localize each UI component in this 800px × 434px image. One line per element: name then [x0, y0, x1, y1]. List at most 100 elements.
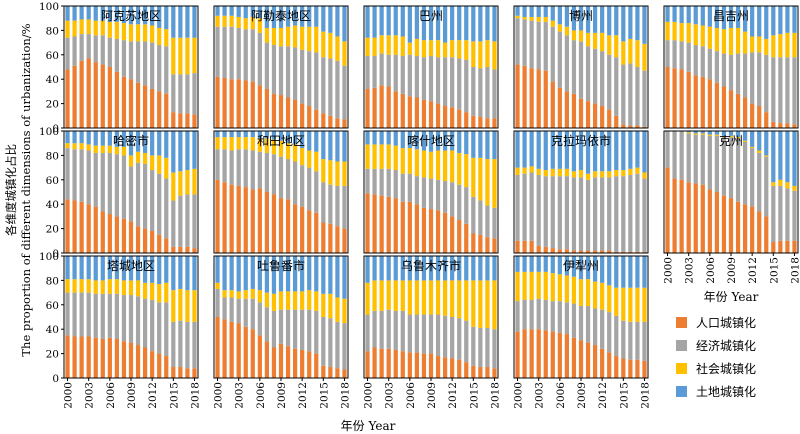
- bar-segment-population: [714, 82, 720, 128]
- bar-segment-social: [529, 271, 534, 300]
- bar-segment-social: [764, 38, 769, 55]
- bar-segment-social: [442, 280, 448, 316]
- bar-segment-land: [86, 131, 91, 145]
- bar-segment-land: [229, 131, 234, 138]
- bar-segment-population: [428, 209, 434, 253]
- bar-segment-social: [393, 280, 398, 311]
- bar-segment-population: [600, 250, 605, 253]
- bar-segment-population: [321, 222, 326, 253]
- bar-segment-economic: [485, 327, 490, 368]
- bar-segment-economic: [192, 321, 197, 369]
- bar-segment-economic: [128, 166, 134, 222]
- bar-segment-economic: [114, 293, 120, 339]
- bar-segment-land: [292, 131, 298, 145]
- bar-segment-social: [735, 27, 741, 54]
- bar-segment-population: [185, 368, 190, 378]
- bar-segment-social: [536, 168, 541, 175]
- bar-segment-population: [571, 93, 577, 128]
- bar-segment-economic: [635, 173, 640, 252]
- bar-segment-land: [721, 131, 727, 136]
- bar-segment-population: [300, 103, 305, 128]
- bar-segment-land: [79, 131, 84, 144]
- bar-segment-economic: [628, 174, 633, 252]
- bar-segment-population: [672, 178, 677, 253]
- bar-segment-land: [164, 256, 169, 283]
- bar-segment-social: [686, 23, 691, 43]
- bar-segment-land: [121, 256, 127, 281]
- bar-segment-population: [243, 80, 248, 128]
- bar-segment-economic: [215, 288, 220, 317]
- bar-segment-population: [721, 195, 727, 253]
- bar-segment-social: [150, 282, 155, 300]
- bar-segment-population: [178, 246, 183, 253]
- bar-segment-land: [557, 6, 562, 25]
- bar-segment-economic: [421, 314, 427, 354]
- bar-segment-social: [435, 150, 441, 180]
- bar-segment-population: [621, 251, 626, 253]
- bar-segment-population: [792, 240, 797, 253]
- bar-segment-economic: [93, 35, 98, 63]
- bar-segment-social: [128, 155, 134, 167]
- bar-segment-economic: [171, 321, 176, 368]
- bar-segment-economic: [600, 177, 605, 251]
- bar-segment-land: [585, 256, 591, 280]
- bar-segment-population: [114, 216, 120, 253]
- bar-segment-social: [386, 144, 391, 169]
- bar-segment-population: [79, 201, 84, 253]
- y-tick-label: 20: [46, 349, 59, 361]
- bar-segment-economic: [185, 74, 190, 114]
- bar-segment-population: [171, 246, 176, 253]
- bar-segment-population: [515, 240, 520, 253]
- bar-segment-social: [550, 273, 555, 302]
- bar-segment-social: [292, 144, 298, 162]
- bar-segment-social: [100, 280, 105, 294]
- bar-segment-population: [372, 347, 377, 378]
- bar-segment-population: [457, 359, 462, 378]
- bar-segment-economic: [386, 54, 391, 87]
- bar-segment-social: [614, 35, 619, 58]
- bar-segment-social: [250, 137, 255, 151]
- bar-segment-population: [571, 337, 577, 378]
- bar-segment-land: [222, 6, 227, 16]
- bar-segment-population: [621, 124, 626, 128]
- bar-segment-population: [135, 226, 141, 253]
- bar-segment-social: [300, 291, 305, 310]
- bar-segment-land: [771, 6, 776, 36]
- bar-segment-population: [335, 118, 340, 128]
- bar-segment-social: [192, 290, 197, 322]
- bar-segment-land: [536, 131, 541, 169]
- bar-segment-economic: [192, 194, 197, 249]
- panel-1: 阿克苏地区 0 20 40 60 80 100: [39, 1, 199, 135]
- bar-segment-social: [236, 137, 241, 150]
- bar-segment-population: [592, 345, 598, 378]
- bar-segment-land: [564, 131, 570, 169]
- bar-segment-social: [721, 29, 727, 54]
- legend-swatch: [676, 386, 687, 397]
- bar-segment-social: [571, 171, 577, 178]
- bar-segment-economic: [435, 57, 441, 104]
- bar-segment-land: [721, 6, 727, 30]
- bar-segment-economic: [607, 312, 612, 353]
- bar-segment-economic: [257, 151, 262, 189]
- bar-segment-population: [693, 75, 698, 128]
- bar-segment-social: [578, 30, 584, 42]
- bar-segment-land: [107, 256, 112, 280]
- bar-segment-land: [79, 256, 84, 280]
- x-tick-label: 2003: [384, 382, 396, 409]
- bar-segment-population: [728, 90, 734, 128]
- bar-segment-economic: [229, 26, 234, 80]
- bar-segment-economic: [79, 34, 84, 61]
- bar-segment-social: [135, 151, 141, 163]
- bar-segment-economic: [157, 45, 162, 92]
- bar-segment-social: [635, 287, 640, 322]
- bar-segment-population: [65, 199, 70, 253]
- bar-segment-social: [328, 160, 333, 185]
- bar-segment-land: [592, 256, 598, 282]
- bar-segment-social: [292, 291, 298, 310]
- bar-segment-population: [185, 246, 190, 253]
- bar-segment-population: [65, 69, 70, 128]
- bar-segment-social: [621, 170, 626, 177]
- bar-segment-land: [65, 131, 70, 144]
- bar-segment-population: [157, 234, 162, 253]
